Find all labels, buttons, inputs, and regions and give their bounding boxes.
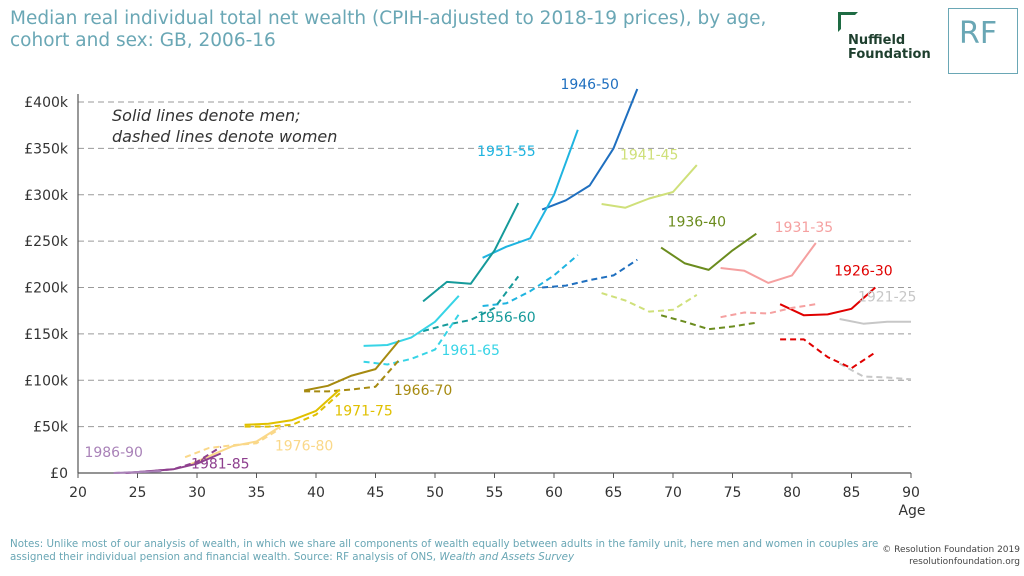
- series-label-193640: 1936-40: [668, 214, 727, 230]
- series-label-192630: 1926-30: [834, 263, 893, 279]
- x-tick-label: 25: [129, 485, 147, 501]
- series-line-197175-women: [244, 392, 341, 428]
- series-line-192630-men: [779, 286, 876, 317]
- series-label-195155: 1951-55: [477, 144, 536, 160]
- series-label-197175: 1971-75: [334, 403, 393, 419]
- x-tick-label: 30: [188, 485, 206, 501]
- series-label-198185: 1981-85: [191, 456, 250, 472]
- x-tick-label: 35: [248, 485, 266, 501]
- series-line-192125-men: [839, 318, 911, 325]
- x-tick-label: 90: [902, 485, 920, 501]
- series-label-195660: 1956-60: [477, 310, 536, 326]
- resolution-foundation-logo: RF: [948, 8, 1018, 74]
- series-line-192630-women: [780, 338, 876, 370]
- x-tick-label: 75: [724, 485, 742, 501]
- y-tick-label: £250k: [24, 234, 69, 250]
- series-line-196165-men: [363, 295, 460, 347]
- x-tick-label: 65: [605, 485, 623, 501]
- chart-title: Median real individual total net wealth …: [10, 8, 767, 51]
- y-tick-label: £350k: [24, 141, 69, 157]
- credit-line-2: resolutionfoundation.org: [909, 557, 1020, 567]
- series-label-196165: 1961-65: [441, 343, 500, 359]
- y-tick-label: £100k: [24, 373, 69, 389]
- series-line-195155-men: [482, 129, 579, 259]
- nuffield-foundation-logo: Nuffield Foundation: [838, 12, 931, 68]
- x-tick-label: 20: [69, 485, 87, 501]
- series-lines: [113, 88, 912, 474]
- series-line-194145-women: [601, 292, 698, 313]
- series-label-198690: 1986-90: [84, 445, 143, 461]
- logo-line-2: Foundation: [848, 47, 931, 62]
- series-label-192125: 1921-25: [858, 289, 917, 305]
- series-line-194650-men: [541, 88, 639, 211]
- annotation-line-1: Solid lines denote men;: [112, 106, 300, 125]
- y-tick-label: £400k: [24, 95, 69, 111]
- series-line-193640-women: [660, 314, 757, 331]
- axes: £0 £50k £100k £150k £200k £250k £300k £350k £400…: [24, 94, 920, 501]
- x-tick-label: 80: [783, 485, 801, 501]
- series-label-193135: 1931-35: [775, 220, 834, 236]
- y-tick-label: £150k: [24, 327, 69, 343]
- grid-lines: [78, 101, 911, 428]
- x-tick-label: 45: [367, 485, 385, 501]
- series-line-194650-women: [542, 258, 638, 289]
- series-label-196670: 1966-70: [394, 383, 453, 399]
- annotation-line-2: dashed lines denote women: [112, 127, 337, 146]
- series-line-193640-men: [660, 232, 757, 271]
- y-tick-label: £0: [50, 466, 68, 482]
- series-line-197680-women: [184, 427, 281, 459]
- x-axis-title: Age: [898, 503, 925, 519]
- series-label-194650: 1946-50: [560, 77, 619, 93]
- series-line-194145-men: [601, 164, 698, 209]
- y-tick-label: £50k: [33, 420, 69, 436]
- logo-line-1: Nuffield: [848, 33, 906, 48]
- y-tick-label: £200k: [24, 281, 69, 297]
- series-line-196670-men: [303, 339, 401, 392]
- x-tick-label: 40: [307, 485, 325, 501]
- footnote: Notes: Unlike most of our analysis of we…: [10, 538, 890, 564]
- series-labels: 1921-25 1926-30 1931-35 1936-40 1941-45 1946-…: [84, 77, 916, 472]
- x-tick-label: 50: [426, 485, 444, 501]
- x-tick-label: 60: [545, 485, 563, 501]
- credit-line-1: © Resolution Foundation 2019: [882, 545, 1020, 555]
- credit: © Resolution Foundation 2019 resolutionf…: [882, 544, 1020, 568]
- nuffield-logo-mark-icon: [838, 12, 858, 32]
- series-label-197680: 1976-80: [275, 439, 334, 455]
- line-chart: £0 £50k £100k £150k £200k £250k £300k £350k £400…: [24, 77, 925, 519]
- y-tick-label: £300k: [24, 188, 69, 204]
- footnote-source: Wealth and Assets Survey: [439, 551, 575, 563]
- series-line-197175-men: [244, 388, 341, 426]
- series-line-197680-men: [184, 425, 281, 468]
- x-tick-label: 70: [664, 485, 682, 501]
- series-line-192125-women: [839, 362, 912, 381]
- x-tick-label: 85: [843, 485, 861, 501]
- series-line-193135-women: [720, 303, 816, 319]
- series-label-194145: 1941-45: [620, 148, 679, 164]
- series-line-193135-men: [720, 242, 817, 284]
- series-line-196670-women: [304, 359, 401, 393]
- series-line-195155-women: [482, 254, 579, 307]
- series-line-195660-men: [422, 202, 520, 303]
- footnote-text: Notes: Unlike most of our analysis of we…: [10, 538, 879, 563]
- series-line-198690-women: [113, 470, 162, 474]
- x-tick-label: 55: [486, 485, 504, 501]
